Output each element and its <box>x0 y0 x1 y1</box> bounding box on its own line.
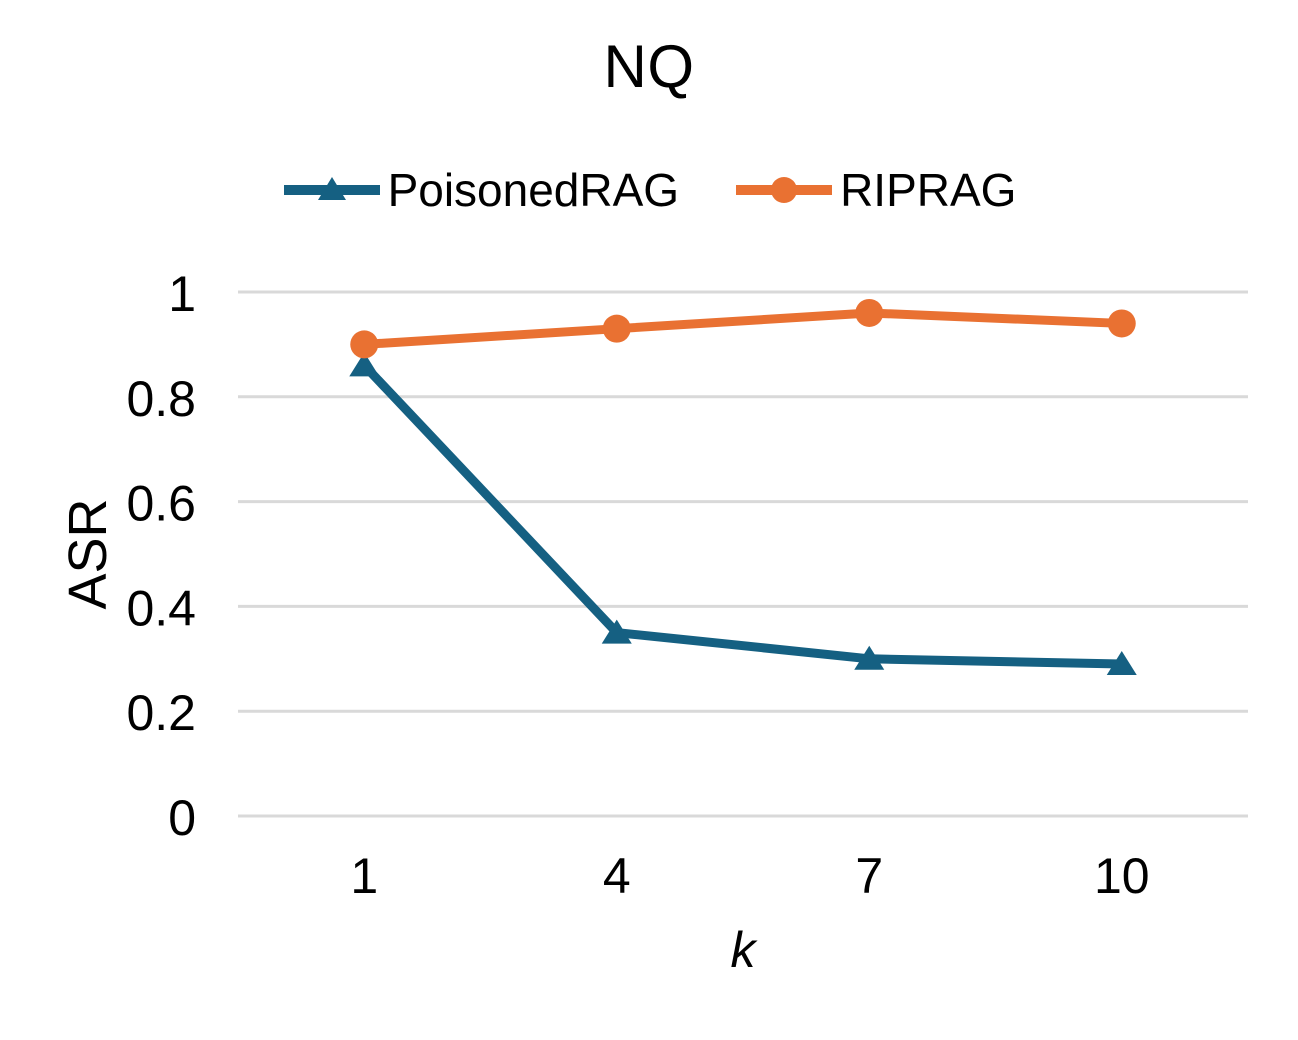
marker-circle-icon <box>350 330 379 359</box>
x-axis-title: k <box>730 922 756 978</box>
y-tick-label: 0.6 <box>126 476 196 532</box>
series-line-PoisonedRAG <box>359 360 1127 669</box>
legend-marker-circle-icon <box>771 177 798 203</box>
x-tick-label: 1 <box>350 848 378 904</box>
y-tick-label: 1 <box>168 266 196 322</box>
marker-triangle-icon <box>601 619 632 644</box>
marker-circle-icon <box>1107 309 1136 338</box>
marker-triangle-icon <box>854 645 885 670</box>
series-line-RIPRAG <box>359 308 1127 349</box>
legend-item-riprag: RIPRAG <box>734 163 1016 217</box>
y-axis-title: ASR <box>58 498 118 610</box>
legend-item-poisonedrag: PoisonedRAG <box>282 163 680 217</box>
legend-swatch-triangle-icon <box>283 177 380 200</box>
y-tick-label: 0.4 <box>126 580 196 636</box>
chart-title: NQ <box>603 33 695 100</box>
marker-circle-icon <box>602 314 631 343</box>
y-tick-label: 0 <box>168 790 196 846</box>
legend-marker-triangle-icon <box>317 177 346 200</box>
marker-triangle-icon <box>349 352 380 377</box>
legend-swatch-circle-icon <box>736 177 833 203</box>
x-tick-label: 7 <box>855 848 883 904</box>
y-tick-label: 0.8 <box>126 371 196 427</box>
legend: PoisonedRAG RIPRAG <box>0 163 1298 217</box>
x-tick-label: 10 <box>1094 848 1150 904</box>
marker-circle-icon <box>855 298 884 327</box>
legend-label-riprag: RIPRAG <box>840 164 1017 216</box>
x-tick-label: 4 <box>603 848 631 904</box>
legend-label-poisonedrag: PoisonedRAG <box>387 164 680 216</box>
y-tick-label: 0.2 <box>126 685 196 741</box>
marker-triangle-icon <box>1106 651 1137 676</box>
